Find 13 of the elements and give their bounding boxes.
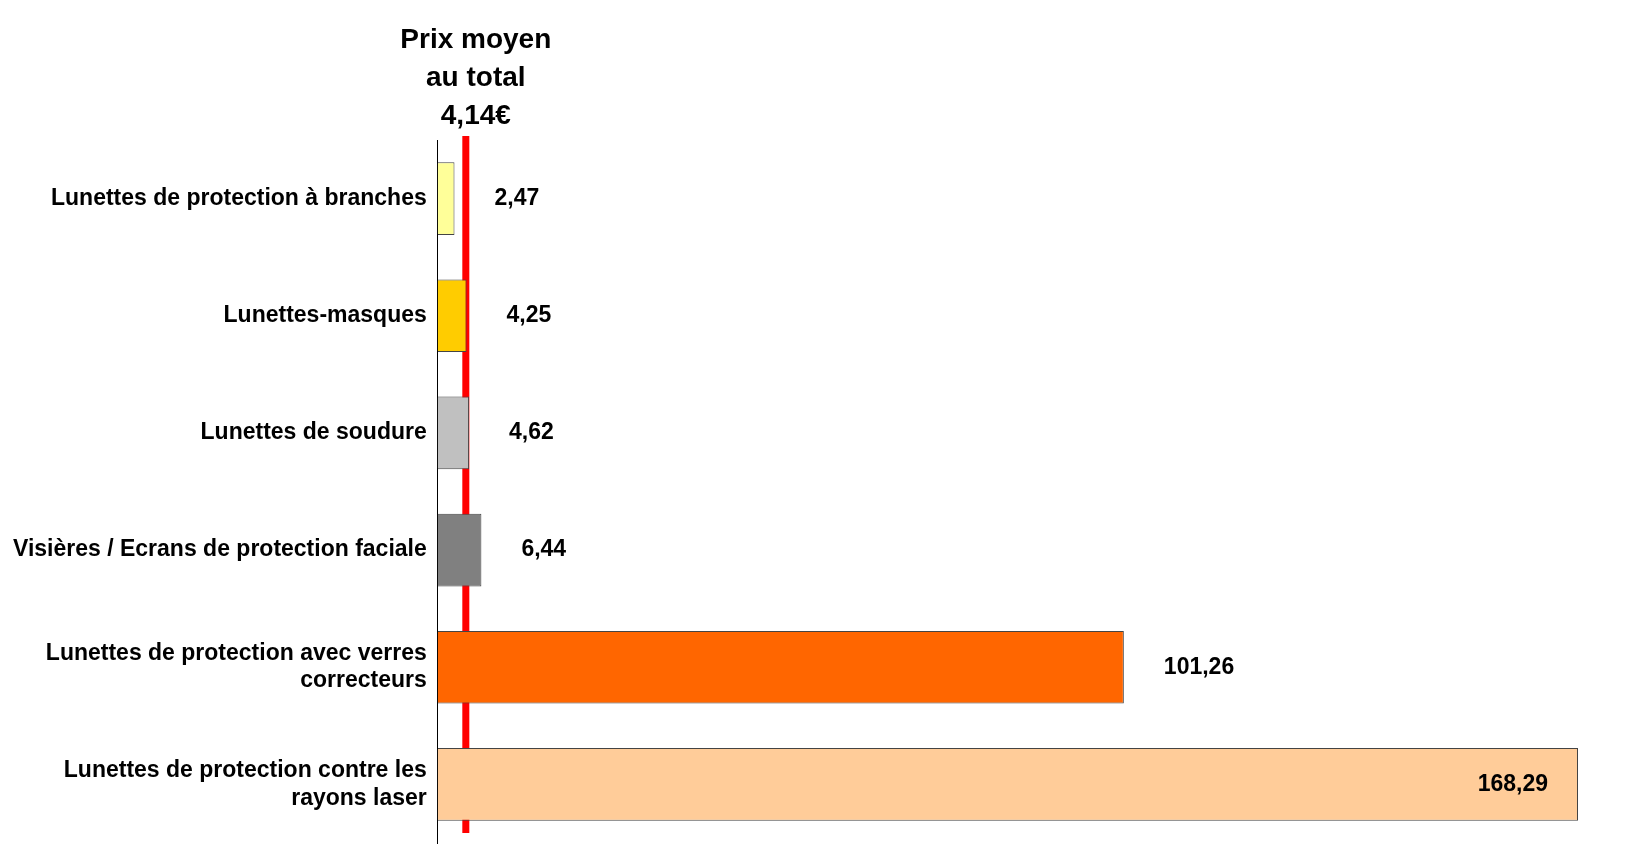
y-tick-label: Lunettes de protection contre les rayons laser xyxy=(63,755,427,810)
data-label: 6,44 xyxy=(521,535,567,562)
data-label: 2,47 xyxy=(494,183,540,210)
y-tick-label: Lunettes de soudure xyxy=(200,418,427,445)
data-label: 4,25 xyxy=(506,301,552,328)
y-tick-label: Lunettes-masques xyxy=(223,301,427,328)
y-tick-label: Lunettes de protection à branches xyxy=(51,183,427,210)
y-tick-label: Visières / Ecrans de protection faciale xyxy=(13,535,427,562)
data-label: 4,62 xyxy=(509,418,554,445)
data-label: 168,29 xyxy=(1477,769,1548,796)
ref-line-label: Prix moyen au total 4,14€ xyxy=(400,23,552,130)
y-tick-label: Lunettes de protection avec verres correcteurs xyxy=(45,638,427,693)
data-label: 101,26 xyxy=(1163,652,1235,679)
